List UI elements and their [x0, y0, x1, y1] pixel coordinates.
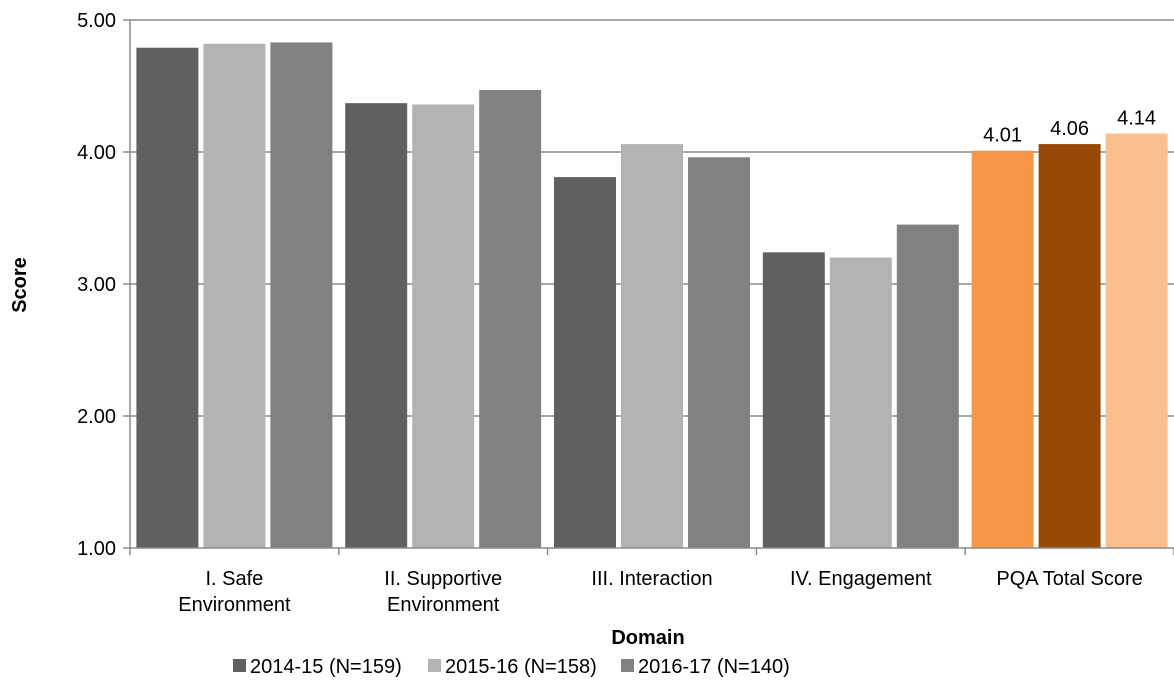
legend: 2014-15 (N=159) 2015-16 (N=158) 2016-17 (N… — [233, 656, 790, 678]
legend-swatch — [233, 659, 246, 672]
category-label-line: PQA Total Score — [996, 568, 1142, 590]
axes — [129, 20, 1174, 555]
data-label: 4.01 — [983, 125, 1022, 147]
category-label-line: II. Supportive — [384, 568, 502, 590]
data-label: 4.14 — [1117, 108, 1156, 130]
category-label: III. Interaction — [591, 568, 712, 590]
bar — [554, 177, 616, 548]
bar — [621, 144, 683, 548]
data-label: 4.06 — [1050, 118, 1089, 140]
bar — [971, 150, 1034, 548]
bar — [479, 89, 542, 549]
category-label: I. Safe Environment — [178, 568, 291, 616]
bar — [136, 47, 199, 548]
category-label: II. Supportive Environment — [384, 568, 502, 616]
y-tick-label: 1.00 — [77, 538, 116, 560]
category-label-line: III. Interaction — [591, 568, 712, 590]
y-tick-label: 2.00 — [77, 406, 116, 428]
legend-label: 2016-17 (N=140) — [638, 656, 790, 678]
legend-label: 2014-15 (N=159) — [250, 656, 402, 678]
category-label-line: Environment — [178, 594, 291, 616]
bar — [688, 157, 750, 548]
bar — [345, 103, 408, 548]
category-label-line: I. Safe — [205, 568, 263, 590]
bar — [829, 257, 892, 548]
y-tick-label: 4.00 — [77, 142, 116, 164]
category-labels: I. Safe Environment II. Supportive Environm… — [178, 568, 1143, 616]
bar — [762, 252, 825, 548]
legend-label: 2015-16 (N=158) — [445, 656, 597, 678]
category-label-line: Environment — [387, 594, 500, 616]
bars — [136, 42, 1168, 549]
y-axis-title: Score — [9, 257, 31, 313]
y-tick-label: 3.00 — [77, 274, 116, 296]
bar — [1105, 133, 1168, 548]
category-label: IV. Engagement — [790, 568, 932, 590]
y-tick-label: 5.00 — [77, 10, 116, 32]
bar — [1038, 144, 1101, 548]
legend-swatch — [428, 659, 441, 672]
bar — [270, 42, 333, 548]
bar — [412, 104, 475, 548]
bar — [203, 43, 266, 548]
y-axis-ticks: 1.00 2.00 3.00 4.00 5.00 — [77, 10, 130, 560]
category-label-line: IV. Engagement — [790, 568, 932, 590]
x-axis-title: Domain — [611, 627, 684, 649]
legend-swatch — [621, 659, 634, 672]
category-label: PQA Total Score — [996, 568, 1142, 590]
bar — [896, 224, 959, 548]
data-labels: 4.01 4.06 4.14 — [983, 108, 1156, 147]
